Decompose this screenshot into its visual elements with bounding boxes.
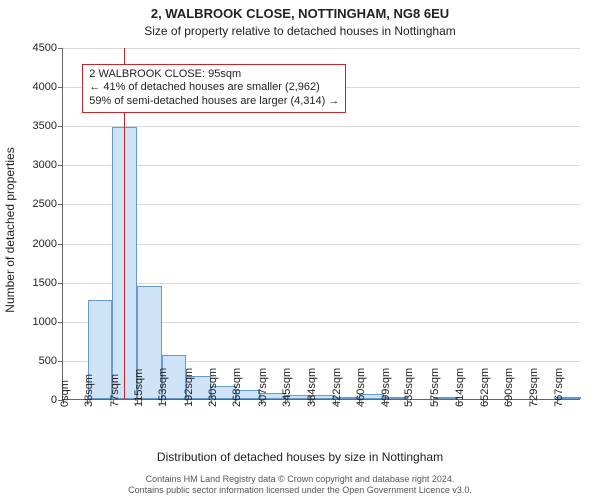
annotation-line: 59% of semi-detached houses are larger (… xyxy=(89,95,339,109)
x-tick-label: 422sqm xyxy=(331,368,343,407)
x-tick-label: 345sqm xyxy=(281,368,293,407)
chart-container: 2, WALBROOK CLOSE, NOTTINGHAM, NG8 6EU S… xyxy=(0,0,600,500)
y-axis-label: Number of detached properties xyxy=(3,147,17,312)
grid-line xyxy=(63,165,580,166)
y-tick-label: 4500 xyxy=(33,42,57,54)
y-tick-label: 2000 xyxy=(33,238,57,250)
grid-line xyxy=(63,48,580,49)
x-tick-label: 192sqm xyxy=(183,368,195,407)
x-tick-label: 535sqm xyxy=(403,368,415,407)
y-tick xyxy=(58,322,63,323)
x-tick-label: 614sqm xyxy=(454,368,466,407)
grid-line xyxy=(63,126,580,127)
y-tick-label: 0 xyxy=(51,394,57,406)
y-tick-label: 1000 xyxy=(33,316,57,328)
x-tick-label: 384sqm xyxy=(306,368,318,407)
grid-line xyxy=(63,283,580,284)
annotation-box: 2 WALBROOK CLOSE: 95sqm← 41% of detached… xyxy=(82,64,346,113)
x-tick-label: 460sqm xyxy=(355,368,367,407)
x-axis-label: Distribution of detached houses by size … xyxy=(0,450,600,464)
x-tick-label: 307sqm xyxy=(257,368,269,407)
plot-area: 0500100015002000250030003500400045000sqm… xyxy=(62,48,580,400)
y-tick xyxy=(58,126,63,127)
chart-title-main: 2, WALBROOK CLOSE, NOTTINGHAM, NG8 6EU xyxy=(0,6,600,21)
x-tick-label: 652sqm xyxy=(479,368,491,407)
x-tick-label: 115sqm xyxy=(133,369,145,407)
y-tick-label: 2500 xyxy=(33,198,57,210)
x-tick-label: 729sqm xyxy=(528,368,540,407)
chart-subtitle: Size of property relative to detached ho… xyxy=(0,24,600,38)
y-tick xyxy=(58,48,63,49)
x-tick-label: 77sqm xyxy=(109,374,121,407)
y-tick-label: 1500 xyxy=(33,277,57,289)
x-tick-label: 690sqm xyxy=(503,368,515,407)
footer-line-2: Contains public sector information licen… xyxy=(128,485,472,495)
y-tick xyxy=(58,283,63,284)
x-tick-label: 499sqm xyxy=(380,368,392,407)
y-tick-label: 4000 xyxy=(33,81,57,93)
x-tick-label: 153sqm xyxy=(157,368,169,407)
y-tick-label: 3500 xyxy=(33,120,57,132)
x-tick-label: 575sqm xyxy=(429,368,441,407)
y-tick-label: 500 xyxy=(39,355,57,367)
y-tick xyxy=(58,204,63,205)
x-tick-label: 0sqm xyxy=(59,380,71,407)
annotation-line: ← 41% of detached houses are smaller (2,… xyxy=(89,81,339,95)
footer-line-1: Contains HM Land Registry data © Crown c… xyxy=(146,474,455,484)
y-tick xyxy=(58,244,63,245)
y-tick xyxy=(58,165,63,166)
x-tick-label: 230sqm xyxy=(207,368,219,407)
grid-line xyxy=(63,244,580,245)
x-tick-label: 268sqm xyxy=(231,368,243,407)
grid-line xyxy=(63,204,580,205)
annotation-line: 2 WALBROOK CLOSE: 95sqm xyxy=(89,68,339,82)
x-tick-label: 767sqm xyxy=(553,368,565,407)
y-tick xyxy=(58,87,63,88)
y-tick-label: 3000 xyxy=(33,159,57,171)
x-tick-label: 38sqm xyxy=(83,374,95,407)
y-tick xyxy=(58,361,63,362)
chart-footer: Contains HM Land Registry data © Crown c… xyxy=(0,474,600,496)
